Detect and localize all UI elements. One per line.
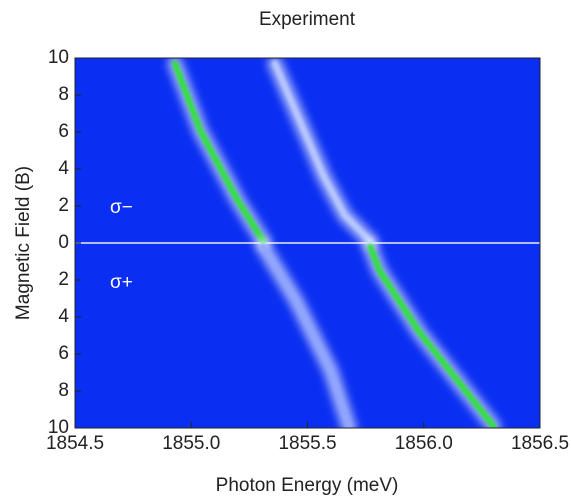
y-tick-label: 10 bbox=[48, 417, 69, 438]
y-axis-label: Magnetic Field (B) bbox=[13, 166, 34, 320]
y-tick-label: 2 bbox=[58, 195, 69, 216]
x-tick-label: 1856.5 bbox=[511, 433, 569, 454]
plot-area bbox=[75, 58, 540, 428]
x-tick-label: 1854.5 bbox=[46, 433, 104, 454]
y-tick-label: 8 bbox=[58, 380, 69, 401]
ridge-line bbox=[171, 60, 267, 245]
ridge-line bbox=[260, 243, 353, 428]
y-tick-label: 10 bbox=[48, 47, 69, 68]
ridge-line bbox=[271, 60, 374, 245]
annotation: σ− bbox=[110, 197, 133, 218]
y-tick-label: 4 bbox=[58, 158, 69, 179]
y-tick-label: 8 bbox=[58, 84, 69, 105]
x-tick-label: 1856.0 bbox=[395, 433, 453, 454]
y-tick-label: 6 bbox=[58, 343, 69, 364]
y-tick-label: 0 bbox=[58, 232, 69, 253]
x-axis-label: Photon Energy (meV) bbox=[216, 475, 399, 496]
y-tick-label: 4 bbox=[58, 306, 69, 327]
y-tick-label: 2 bbox=[58, 269, 69, 290]
x-tick-label: 1855.0 bbox=[162, 433, 220, 454]
annotation: σ+ bbox=[110, 272, 133, 293]
chart-title: Experiment bbox=[259, 9, 356, 30]
y-tick-label: 6 bbox=[58, 121, 69, 142]
ridge-line bbox=[367, 243, 497, 428]
x-tick-label: 1855.5 bbox=[278, 433, 336, 454]
